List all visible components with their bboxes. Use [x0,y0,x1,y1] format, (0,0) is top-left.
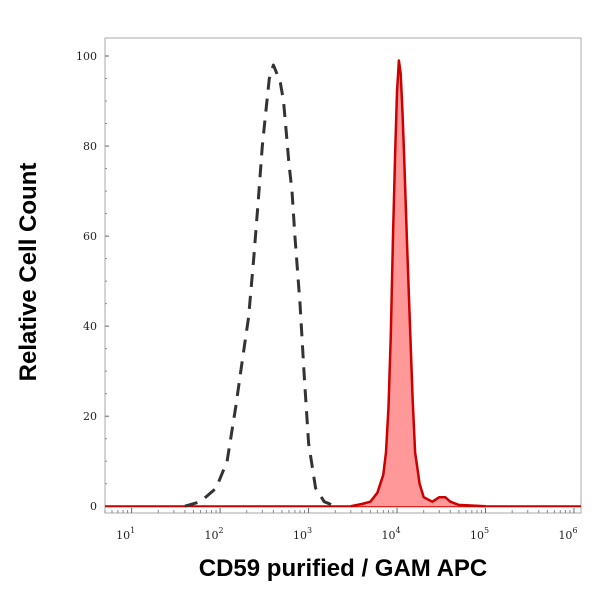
y-tick-label: 0 [90,500,97,513]
y-axis: 0 20 40 60 80 100 [76,50,109,513]
x-tick-exponent: 1 [130,526,135,535]
x-tick-label: 102 [205,526,224,542]
x-tick-label: 104 [382,526,401,542]
histogram-dashed-line [184,63,336,508]
y-tick-label: 20 [83,410,97,423]
x-tick-label: 101 [116,526,135,542]
x-tick-label: 105 [470,526,489,542]
series-layer [105,59,581,508]
x-tick-base: 10 [558,529,572,542]
x-tick-base: 10 [293,529,307,542]
y-axis-title: Relative Cell Count [15,163,42,382]
x-tick-base: 10 [382,529,396,542]
y-tick-label: 100 [76,50,97,63]
y-tick-label: 80 [83,140,97,153]
plot-frame [104,37,582,514]
x-tick-base: 10 [470,529,484,542]
x-tick-exponent: 3 [307,526,312,535]
x-tick-label: 103 [293,526,312,542]
x-tick-label: 106 [558,526,577,542]
histogram-fill [350,60,486,507]
x-tick-exponent: 6 [572,526,577,535]
x-tick-base: 10 [205,529,219,542]
x-tick-base: 10 [116,529,130,542]
y-tick-label: 60 [83,230,97,243]
x-axis: 101 102 103 104 105 106 [104,508,578,542]
y-tick-label: 40 [83,320,97,333]
x-tick-exponent: 5 [484,526,489,535]
x-tick-exponent: 2 [219,526,224,535]
x-tick-exponent: 4 [396,526,401,535]
x-axis-title: CD59 purified / GAM APC [199,555,487,582]
histogram-outline [350,59,486,508]
